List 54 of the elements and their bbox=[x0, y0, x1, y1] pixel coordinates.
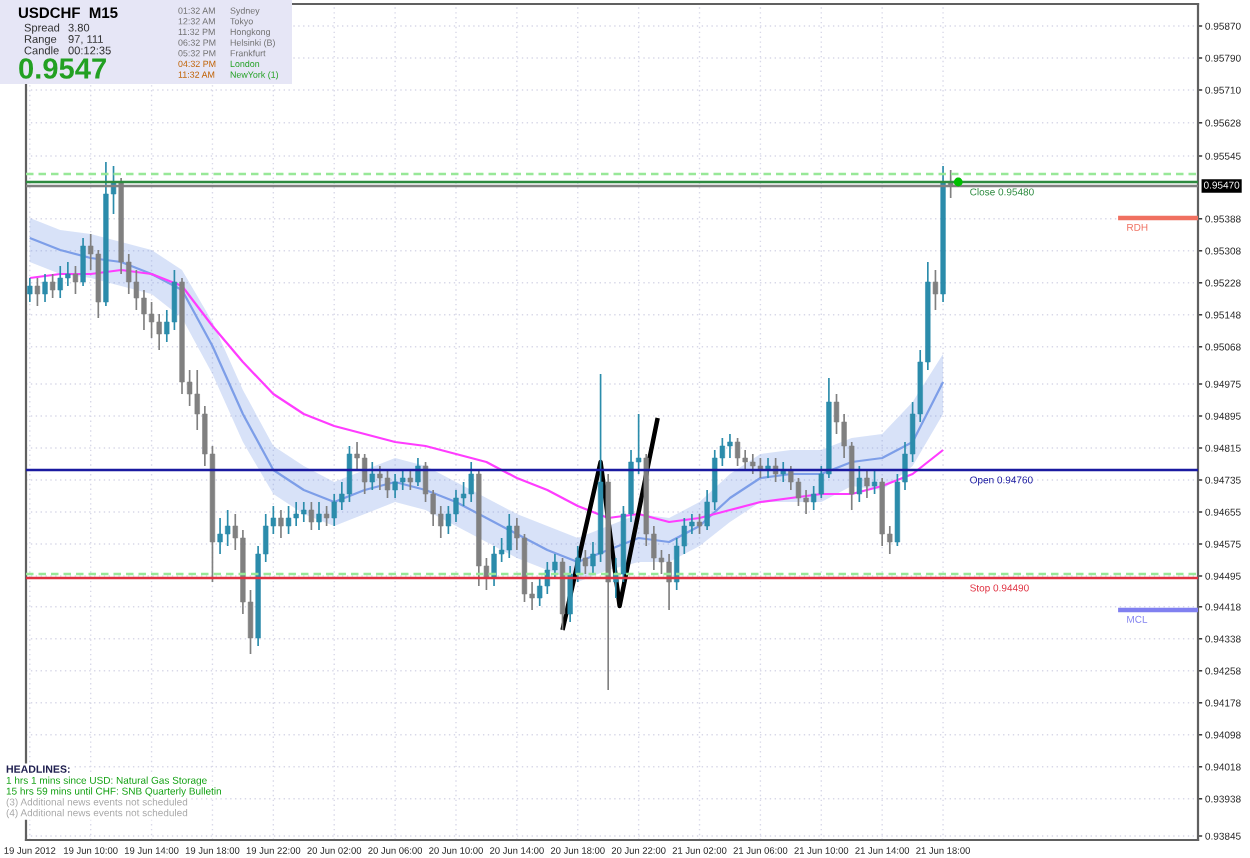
candlestick bbox=[734, 437, 741, 467]
candlestick bbox=[316, 501, 322, 531]
candlestick bbox=[491, 545, 497, 587]
candlestick bbox=[415, 457, 421, 487]
candlestick bbox=[331, 493, 337, 527]
candlestick bbox=[369, 461, 375, 491]
candlestick bbox=[384, 469, 391, 499]
candlestick bbox=[217, 517, 223, 555]
candlestick bbox=[696, 513, 703, 535]
candlestick bbox=[871, 469, 878, 495]
candlestick bbox=[225, 509, 231, 547]
candlestick bbox=[445, 505, 452, 535]
candlestick bbox=[727, 433, 733, 459]
candlestick bbox=[34, 277, 41, 307]
candlestick bbox=[72, 265, 79, 295]
candlestick bbox=[285, 505, 292, 535]
candlestick bbox=[301, 501, 307, 523]
candlestick bbox=[788, 465, 794, 491]
candlestick bbox=[392, 473, 398, 499]
candlestick bbox=[156, 313, 162, 351]
candlestick bbox=[65, 261, 71, 287]
candlestick bbox=[278, 509, 284, 539]
line-series bbox=[560, 415, 660, 633]
candlestick bbox=[506, 513, 512, 559]
candlestick bbox=[308, 501, 315, 531]
candlestick bbox=[765, 457, 771, 479]
candlestick bbox=[362, 453, 368, 495]
candlestick bbox=[293, 501, 299, 527]
candlestick bbox=[57, 265, 63, 299]
annotation: 0.9547 bbox=[19, 58, 106, 79]
candlestick bbox=[141, 289, 147, 331]
candlestick bbox=[453, 489, 459, 523]
candlestick bbox=[377, 465, 383, 491]
candlestick bbox=[346, 445, 353, 503]
line-series bbox=[28, 268, 945, 524]
candlestick bbox=[750, 453, 756, 475]
candlestick bbox=[552, 553, 558, 579]
candlestick bbox=[757, 457, 764, 479]
candlestick bbox=[42, 273, 48, 303]
candlestick bbox=[27, 277, 33, 303]
candlestick bbox=[468, 461, 474, 503]
candlestick bbox=[567, 565, 573, 623]
candlestick bbox=[803, 489, 809, 515]
candlestick bbox=[932, 269, 939, 311]
candlestick bbox=[742, 449, 748, 471]
candlestick bbox=[582, 549, 588, 575]
candlestick bbox=[856, 465, 862, 503]
candlestick bbox=[864, 469, 870, 499]
candlestick bbox=[323, 505, 330, 527]
candlestick bbox=[80, 237, 86, 287]
candlestick bbox=[780, 461, 786, 483]
candlestick bbox=[50, 273, 56, 299]
candlestick bbox=[407, 469, 413, 491]
candlestick bbox=[400, 469, 406, 491]
